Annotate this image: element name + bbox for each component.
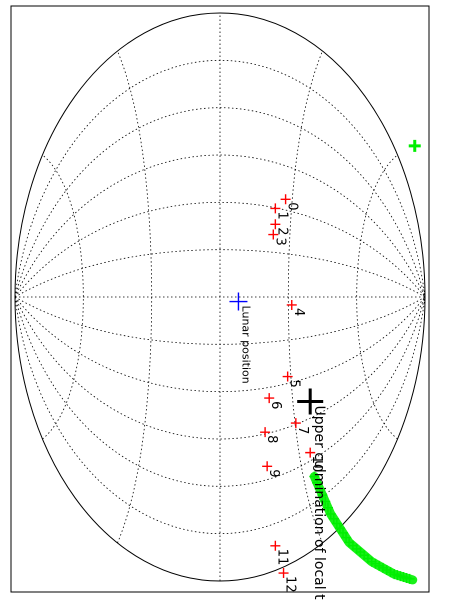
point-6: 6 xyxy=(264,393,283,409)
point-5: 5 xyxy=(282,371,302,388)
green-track-marker xyxy=(320,496,331,507)
map-outline xyxy=(14,12,426,582)
culmination-label: Upper culmination of local time xyxy=(311,406,327,600)
meridian-line xyxy=(14,296,426,487)
point-4: 4 xyxy=(286,299,306,316)
lunar-marker xyxy=(229,292,248,311)
green-track-marker xyxy=(314,483,325,494)
green-track-line xyxy=(309,472,418,585)
parallel-line xyxy=(287,50,323,544)
point-3: 3 xyxy=(268,229,287,246)
meridian-line xyxy=(14,154,426,298)
parallel-line xyxy=(356,154,398,440)
point-11: 11 xyxy=(270,540,289,566)
point-marker xyxy=(262,461,273,472)
point-marker xyxy=(290,418,301,429)
point-marker xyxy=(268,229,279,240)
point-label: 9 xyxy=(266,469,281,477)
green-track-marker xyxy=(309,471,320,482)
point-label: 10 xyxy=(309,456,324,473)
green-track-marker xyxy=(317,490,328,501)
green-track-marker xyxy=(312,477,323,488)
green-track-marker xyxy=(404,573,415,584)
point-marker xyxy=(270,203,281,214)
point-12: 12 xyxy=(278,568,298,593)
point-label: 8 xyxy=(264,435,279,443)
point-marker xyxy=(282,371,293,382)
point-label: 3 xyxy=(272,238,287,246)
point-2: 2 xyxy=(270,219,289,236)
point-marker xyxy=(305,447,316,458)
point-8: 8 xyxy=(260,427,279,443)
point-marker xyxy=(270,540,281,551)
plot-frame xyxy=(10,5,430,593)
green-point-marker xyxy=(408,139,421,152)
point-marker xyxy=(260,427,271,438)
point-marker xyxy=(264,393,275,404)
point-marker xyxy=(286,299,297,310)
point-1: 1 xyxy=(270,203,289,220)
parallel-line xyxy=(117,50,153,544)
green-track-marker xyxy=(322,502,333,513)
point-label: 6 xyxy=(268,401,283,409)
point-marker xyxy=(280,194,291,205)
point-label: 12 xyxy=(283,576,298,593)
point-marker xyxy=(278,568,289,579)
point-7: 7 xyxy=(290,418,310,434)
point-label: 5 xyxy=(287,380,302,388)
parallel-line xyxy=(42,154,84,440)
point-marker xyxy=(270,219,281,230)
point-9: 9 xyxy=(262,461,281,478)
green-track xyxy=(309,139,421,585)
point-0: 0 xyxy=(280,194,300,211)
point-label: 11 xyxy=(274,549,289,566)
point-label: 7 xyxy=(295,426,310,434)
point-label: 1 xyxy=(274,211,289,219)
point-10: 10 xyxy=(305,447,324,473)
lunar-label: Lunar position xyxy=(239,306,252,384)
culmination-marker xyxy=(297,388,324,415)
point-label: 4 xyxy=(291,308,306,316)
meridian-line xyxy=(14,296,426,393)
point-label: 2 xyxy=(274,227,289,235)
graticule xyxy=(14,13,426,581)
point-label: 0 xyxy=(285,202,300,210)
special-markers: Lunar position Upper culmination of local… xyxy=(229,292,327,600)
map-boundary xyxy=(14,12,426,582)
